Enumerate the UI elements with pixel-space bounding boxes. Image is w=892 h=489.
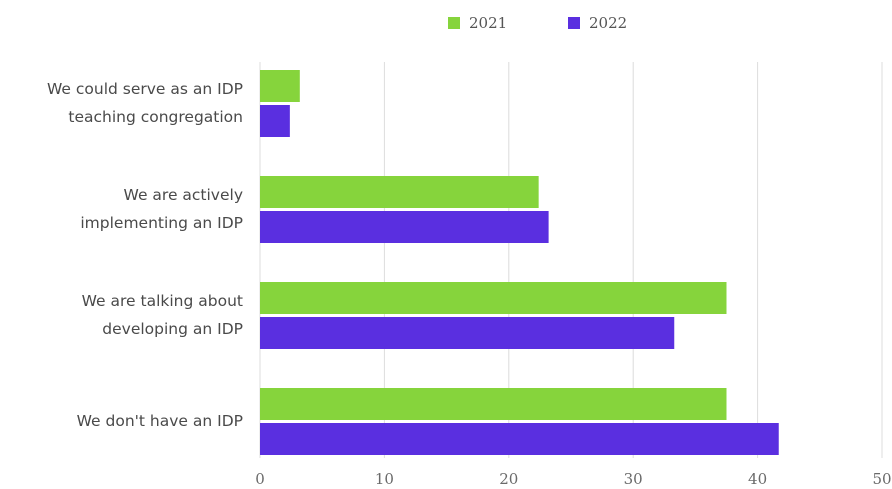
- x-tick-label: 10: [375, 470, 394, 488]
- category-label: implementing an IDP: [80, 214, 243, 232]
- legend-label: 2021: [469, 14, 507, 32]
- x-tick-label: 20: [499, 470, 518, 488]
- x-tick-label: 40: [748, 470, 767, 488]
- bar-2021-3: [260, 282, 727, 314]
- category-label: We don't have an IDP: [77, 412, 243, 430]
- category-label: teaching congregation: [68, 108, 243, 126]
- bar-2022-4: [260, 423, 779, 455]
- legend: 2021 2022: [448, 14, 627, 32]
- x-tick-label: 50: [872, 470, 891, 488]
- legend-swatch: [568, 17, 580, 29]
- legend-label: 2022: [589, 14, 627, 32]
- category-label: We are actively: [124, 186, 243, 204]
- x-axis-ticks: 0 10 20 30 40 50: [255, 470, 891, 488]
- category-label: We could serve as an IDP: [47, 80, 243, 98]
- legend-swatch: [448, 17, 460, 29]
- bar-2022-2: [260, 211, 549, 243]
- category-labels: We could serve as an IDP teaching congreg…: [47, 80, 243, 430]
- x-tick-label: 30: [624, 470, 643, 488]
- category-label: We are talking about: [82, 292, 243, 310]
- bar-2022-3: [260, 317, 675, 349]
- bar-2022-1: [260, 105, 290, 137]
- bar-2021-2: [260, 176, 539, 208]
- bar-2021-4: [260, 388, 727, 420]
- bars: [260, 70, 779, 455]
- category-label: developing an IDP: [102, 320, 243, 338]
- bar-2021-1: [260, 70, 300, 102]
- x-tick-label: 0: [255, 470, 265, 488]
